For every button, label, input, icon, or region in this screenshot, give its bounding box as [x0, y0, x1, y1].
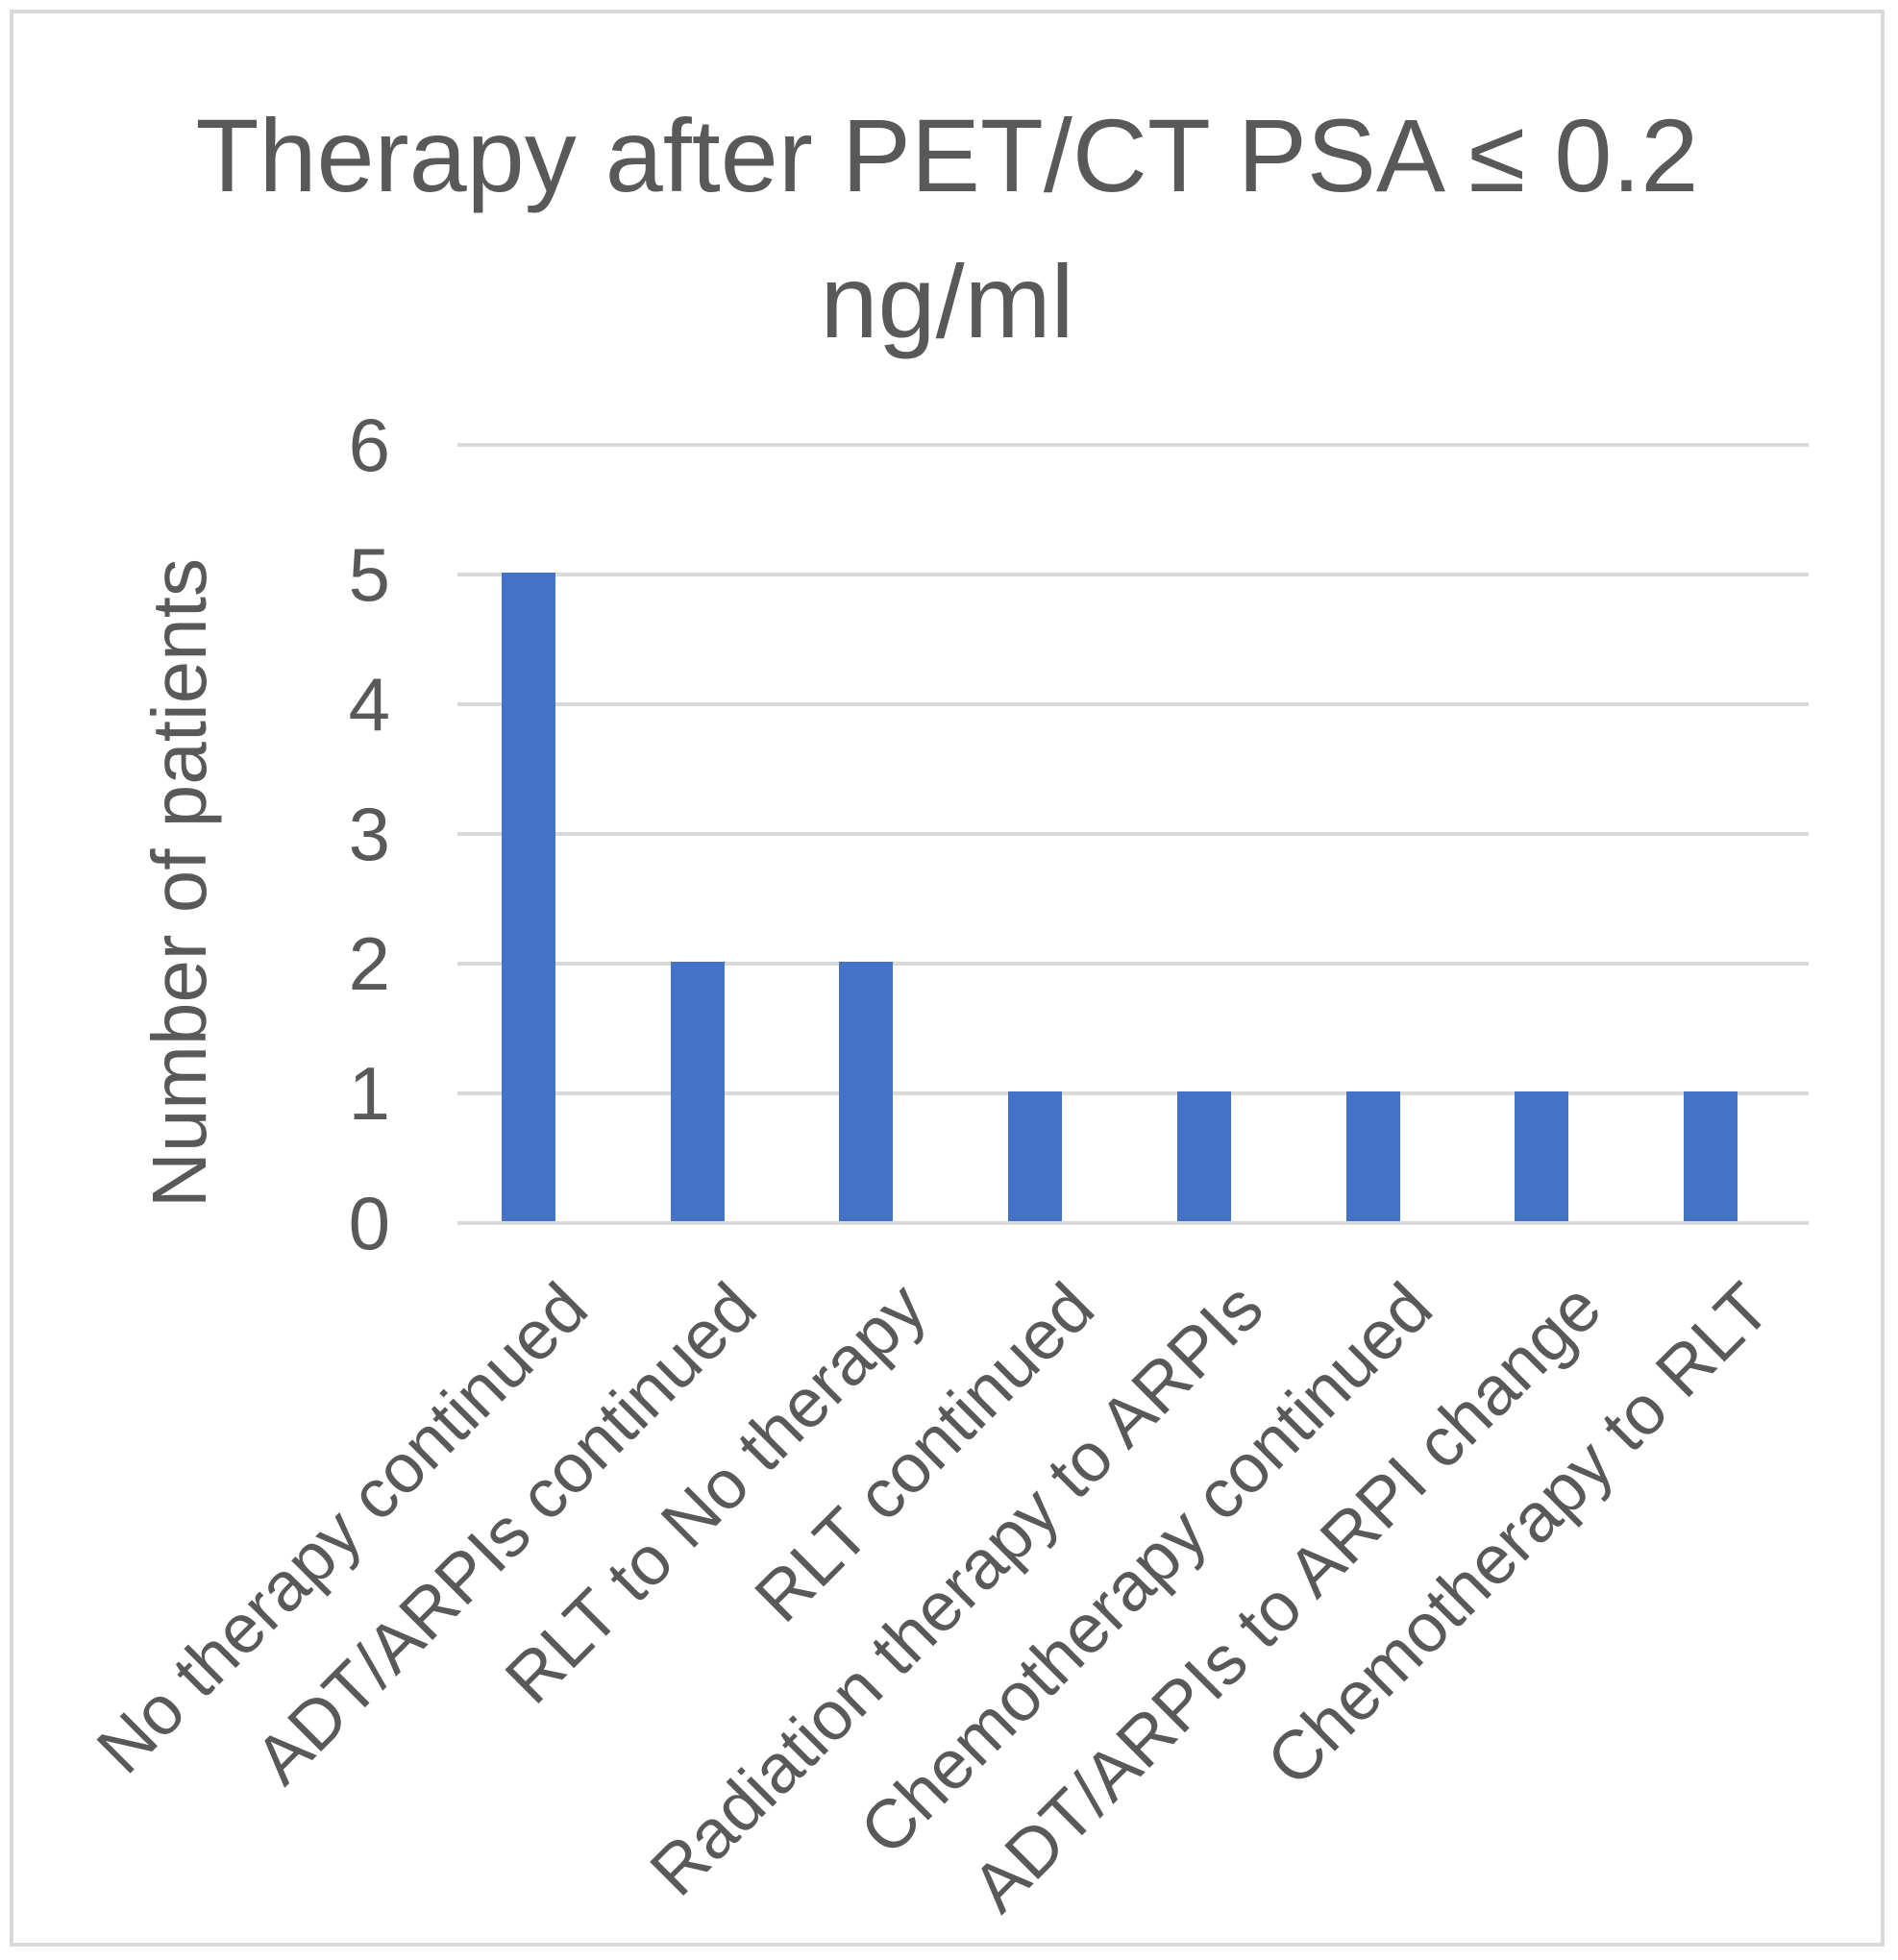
bar — [501, 573, 555, 1221]
gridline — [457, 1091, 1809, 1095]
y-axis-title: Number of patients — [136, 558, 222, 1208]
y-tick-label: 6 — [348, 403, 390, 487]
bar — [839, 962, 894, 1221]
bar — [670, 962, 725, 1221]
y-tick-label: 0 — [348, 1181, 390, 1265]
gridline — [457, 962, 1809, 966]
chart-frame: Therapy after PET/CT PSA ≤ 0.2 ng/ml Num… — [10, 10, 1885, 1947]
y-tick-label: 4 — [348, 662, 390, 747]
y-tick-label: 3 — [348, 792, 390, 876]
y-tick-label: 1 — [348, 1051, 390, 1136]
gridline — [457, 1221, 1809, 1225]
chart-title-line-1: Therapy after PET/CT PSA ≤ 0.2 — [195, 97, 1699, 213]
chart-title-line-2: ng/ml — [820, 243, 1074, 359]
bar — [1684, 1091, 1738, 1221]
y-tick-label: 2 — [348, 921, 390, 1006]
bar — [1008, 1091, 1063, 1221]
gridline — [457, 443, 1809, 447]
bar — [1176, 1091, 1231, 1221]
y-tick-label: 5 — [348, 532, 390, 617]
gridline — [457, 702, 1809, 706]
gridline — [457, 832, 1809, 836]
chart-title: Therapy after PET/CT PSA ≤ 0.2 ng/ml — [13, 83, 1881, 375]
gridline — [457, 573, 1809, 576]
bar — [1345, 1091, 1400, 1221]
bar — [1515, 1091, 1569, 1221]
